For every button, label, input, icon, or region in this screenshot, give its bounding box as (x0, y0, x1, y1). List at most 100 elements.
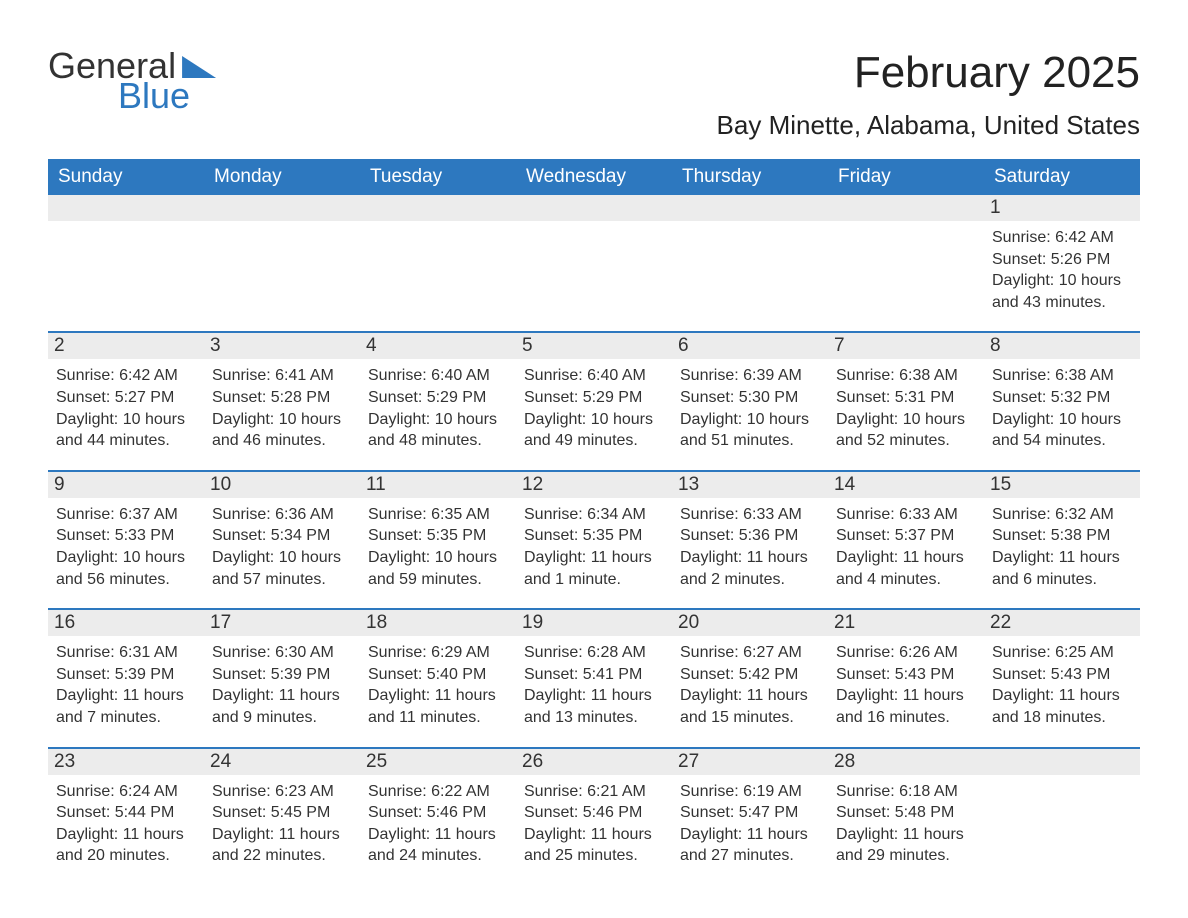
day-sunrise: Sunrise: 6:42 AM (56, 365, 196, 387)
day-dl1: Daylight: 11 hours (212, 824, 352, 846)
day-dl2: and 15 minutes. (680, 707, 820, 729)
day-dl2: and 44 minutes. (56, 430, 196, 452)
day-sunrise: Sunrise: 6:31 AM (56, 642, 196, 664)
day-sunrise: Sunrise: 6:35 AM (368, 504, 508, 526)
day-number: 3 (204, 331, 360, 359)
day-cell: 7Sunrise: 6:38 AMSunset: 5:31 PMDaylight… (828, 331, 984, 469)
weekday-header: Saturday (984, 159, 1140, 195)
day-cell: 8Sunrise: 6:38 AMSunset: 5:32 PMDaylight… (984, 331, 1140, 469)
day-number (984, 747, 1140, 775)
day-sunrise: Sunrise: 6:21 AM (524, 781, 664, 803)
day-cell: 25Sunrise: 6:22 AMSunset: 5:46 PMDayligh… (360, 747, 516, 885)
day-number: 16 (48, 608, 204, 636)
day-sunrise: Sunrise: 6:40 AM (368, 365, 508, 387)
day-dl2: and 56 minutes. (56, 569, 196, 591)
day-number (204, 195, 360, 221)
day-cell: 9Sunrise: 6:37 AMSunset: 5:33 PMDaylight… (48, 470, 204, 608)
day-cell: 28Sunrise: 6:18 AMSunset: 5:48 PMDayligh… (828, 747, 984, 885)
day-dl2: and 22 minutes. (212, 845, 352, 867)
day-cell: 27 Sunrise: 6:19 AMSunset: 5:47 PMDayligh… (672, 747, 828, 885)
day-dl1: Daylight: 11 hours (680, 547, 820, 569)
day-dl2: and 29 minutes. (836, 845, 976, 867)
day-sunset: Sunset: 5:40 PM (368, 664, 508, 686)
day-sunset: Sunset: 5:34 PM (212, 525, 352, 547)
day-sunset: Sunset: 5:35 PM (368, 525, 508, 547)
day-number: 20 (672, 608, 828, 636)
day-cell (828, 195, 984, 331)
day-dl1: Daylight: 11 hours (56, 685, 196, 707)
day-sunset: Sunset: 5:43 PM (992, 664, 1132, 686)
day-sunrise: Sunrise: 6:29 AM (368, 642, 508, 664)
month-title: February 2025 (717, 48, 1140, 98)
day-dl2: and 49 minutes. (524, 430, 664, 452)
day-number: 12 (516, 470, 672, 498)
day-sunrise: Sunrise: 6:30 AM (212, 642, 352, 664)
day-cell (984, 747, 1140, 885)
day-number: 8 (984, 331, 1140, 359)
day-sunset: Sunset: 5:47 PM (680, 802, 820, 824)
day-dl2: and 27 minutes. (680, 845, 820, 867)
day-sunrise: Sunrise: 6:38 AM (992, 365, 1132, 387)
day-dl1: Daylight: 10 hours (836, 409, 976, 431)
day-cell: 14Sunrise: 6:33 AMSunset: 5:37 PMDayligh… (828, 470, 984, 608)
day-cell: 26Sunrise: 6:21 AMSunset: 5:46 PMDayligh… (516, 747, 672, 885)
day-sunset: Sunset: 5:38 PM (992, 525, 1132, 547)
day-sunset: Sunset: 5:39 PM (56, 664, 196, 686)
day-sunrise: Sunrise: 6:36 AM (212, 504, 352, 526)
weekday-header: Thursday (672, 159, 828, 195)
day-sunset: Sunset: 5:26 PM (992, 249, 1132, 271)
brand-name-blue: Blue (118, 78, 216, 114)
day-sunrise: Sunrise: 6:40 AM (524, 365, 664, 387)
day-dl1: Daylight: 11 hours (992, 685, 1132, 707)
day-dl1: Daylight: 11 hours (524, 685, 664, 707)
day-dl1: Daylight: 11 hours (524, 824, 664, 846)
day-cell (516, 195, 672, 331)
day-sunrise: Sunrise: 6:27 AM (680, 642, 820, 664)
day-number: 5 (516, 331, 672, 359)
location-subtitle: Bay Minette, Alabama, United States (717, 110, 1140, 141)
day-dl1: Daylight: 10 hours (524, 409, 664, 431)
day-dl1: Daylight: 10 hours (680, 409, 820, 431)
day-sunrise: Sunrise: 6:32 AM (992, 504, 1132, 526)
day-number: 27 (672, 747, 828, 775)
day-sunrise: Sunrise: 6:42 AM (992, 227, 1132, 249)
day-sunrise: Sunrise: 6:23 AM (212, 781, 352, 803)
day-number: 2 (48, 331, 204, 359)
day-sunset: Sunset: 5:33 PM (56, 525, 196, 547)
day-number: 9 (48, 470, 204, 498)
day-dl1: Daylight: 11 hours (680, 685, 820, 707)
calendar: SundayMondayTuesdayWednesdayThursdayFrid… (48, 159, 1140, 885)
day-number: 26 (516, 747, 672, 775)
day-number: 24 (204, 747, 360, 775)
weekday-header: Tuesday (360, 159, 516, 195)
day-dl1: Daylight: 10 hours (212, 409, 352, 431)
day-dl1: Daylight: 11 hours (992, 547, 1132, 569)
day-sunrise: Sunrise: 6:19 AM (680, 781, 820, 803)
day-number: 18 (360, 608, 516, 636)
day-dl2: and 18 minutes. (992, 707, 1132, 729)
day-sunset: Sunset: 5:42 PM (680, 664, 820, 686)
day-dl2: and 7 minutes. (56, 707, 196, 729)
day-dl2: and 1 minute. (524, 569, 664, 591)
day-sunset: Sunset: 5:27 PM (56, 387, 196, 409)
day-dl2: and 20 minutes. (56, 845, 196, 867)
day-sunrise: Sunrise: 6:24 AM (56, 781, 196, 803)
day-sunset: Sunset: 5:36 PM (680, 525, 820, 547)
brand-logo: General Blue (48, 48, 216, 114)
day-number: 7 (828, 331, 984, 359)
day-sunset: Sunset: 5:37 PM (836, 525, 976, 547)
weekday-header: Friday (828, 159, 984, 195)
day-dl1: Daylight: 11 hours (680, 824, 820, 846)
week-row: 23Sunrise: 6:24 AMSunset: 5:44 PMDayligh… (48, 747, 1140, 885)
day-cell: 3Sunrise: 6:41 AMSunset: 5:28 PMDaylight… (204, 331, 360, 469)
day-cell: 16 Sunrise: 6:31 AMSunset: 5:39 PMDayligh… (48, 608, 204, 746)
day-dl1: Daylight: 11 hours (836, 685, 976, 707)
day-number (516, 195, 672, 221)
day-sunrise: Sunrise: 6:33 AM (680, 504, 820, 526)
day-sunset: Sunset: 5:45 PM (212, 802, 352, 824)
day-cell (48, 195, 204, 331)
day-sunset: Sunset: 5:29 PM (368, 387, 508, 409)
day-cell: 20 Sunrise: 6:27 AMSunset: 5:42 PMDayligh… (672, 608, 828, 746)
day-cell: 13Sunrise: 6:33 AMSunset: 5:36 PMDayligh… (672, 470, 828, 608)
day-number: 22 (984, 608, 1140, 636)
